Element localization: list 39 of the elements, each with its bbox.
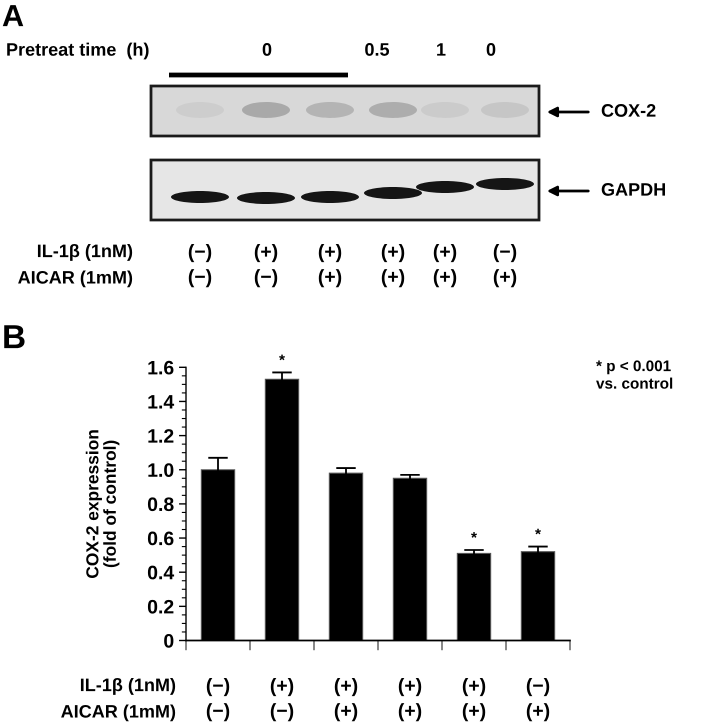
text: AICAR (1mM) [61, 704, 176, 722]
text: IL-1β (1nM) [80, 678, 176, 695]
chart-title: B [4, 325, 25, 348]
y-tick-label: 0 [164, 634, 174, 648]
data-label: * [471, 532, 477, 538]
text: IL-1β (1nM) [38, 244, 132, 261]
text: A [2, 5, 24, 26]
text: 1 [437, 43, 446, 56]
x-tick-label: (+) (+) [398, 678, 422, 722]
y-tick-label: 1.2 [148, 429, 174, 443]
text: Pretreat time (h) [7, 42, 149, 60]
text: COX-2 [602, 104, 656, 117]
category-label: (+) (−) [254, 244, 278, 288]
text: 0 [262, 43, 272, 56]
y-tick-label: 0.2 [148, 600, 174, 614]
y-tick-label: 1.6 [148, 360, 174, 375]
text: 0.5 [365, 43, 390, 56]
category-label: (+) (+) [382, 244, 404, 288]
text: GAPDH [602, 183, 665, 196]
y-tick-label: 0.6 [148, 532, 174, 546]
category-label: (−) (−) [188, 244, 212, 288]
x-tick-label: (+) (+) [334, 678, 358, 722]
text: * p < 0.001 vs. control [596, 360, 672, 389]
text: 0 [486, 43, 496, 56]
y-axis-title: COX-2 expression (fold of control) [86, 430, 120, 578]
x-tick-label: (−) (−) [206, 678, 230, 722]
x-tick-label: (−) (+) [526, 678, 550, 722]
x-tick-label: (+) (−) [270, 678, 294, 722]
text: AICAR (1mM) [18, 270, 132, 288]
data-label: * [535, 528, 541, 534]
category-label: (+) (+) [434, 244, 456, 288]
category-label: (−) (+) [494, 244, 516, 288]
category-label: (+) (+) [318, 244, 342, 288]
y-tick-label: 1.4 [148, 395, 174, 408]
x-tick-label: (+) (+) [462, 678, 486, 722]
y-tick-label: 0.4 [148, 566, 174, 580]
y-tick-label: 0.8 [148, 497, 174, 512]
data-label: * [279, 354, 285, 360]
y-tick-label: 1.0 [148, 463, 174, 477]
